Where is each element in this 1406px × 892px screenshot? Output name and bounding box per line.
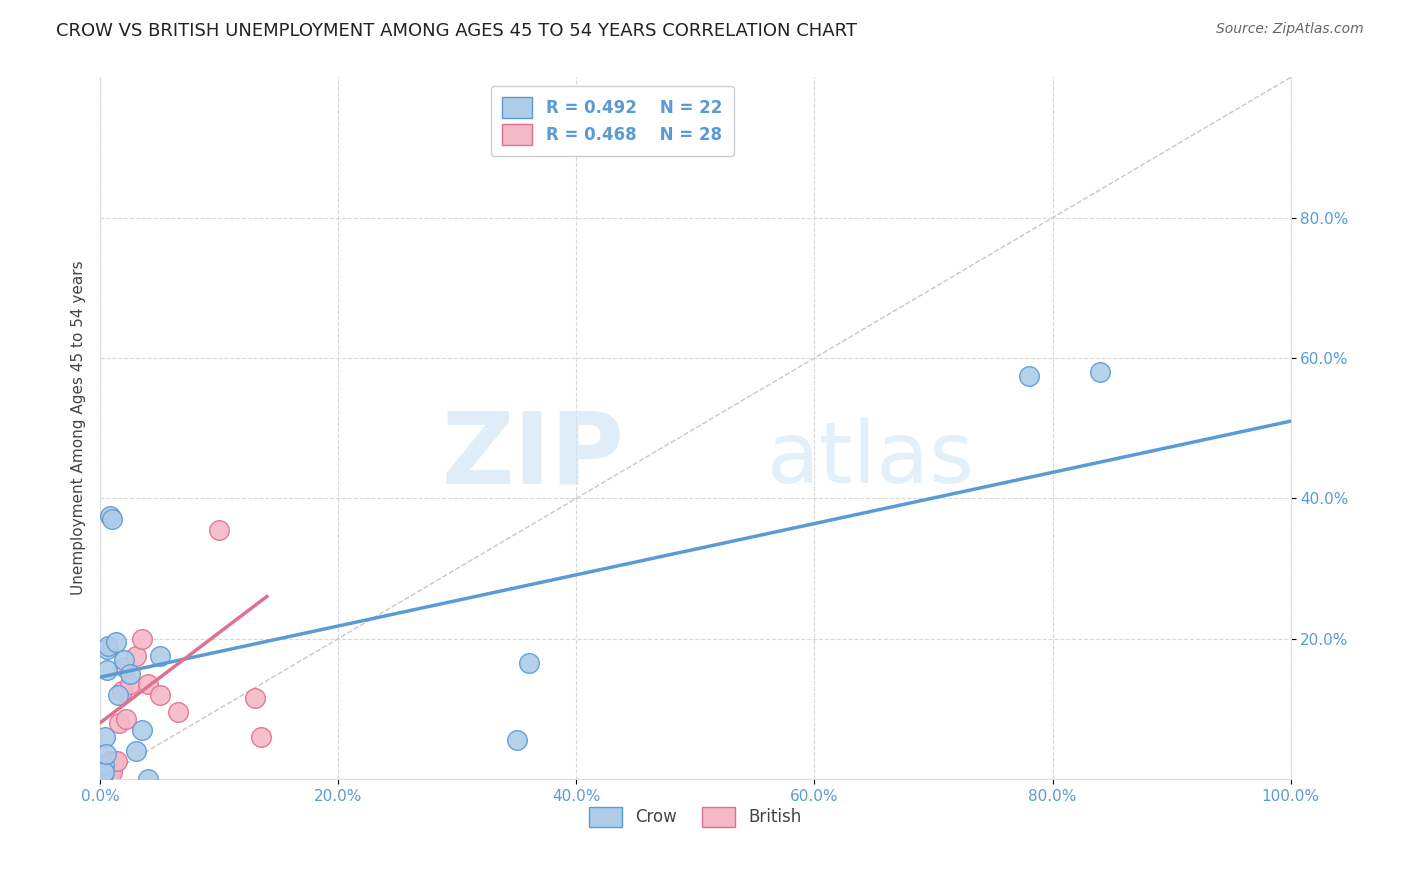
Point (98, 508, 121, 523)
Point (1088, 365, 1111, 379)
Point (131, 723, 153, 737)
Point (91, 768, 114, 782)
Point (94, 747, 117, 762)
Point (98, 764, 121, 779)
Point (93, 764, 115, 779)
Point (517, 656, 540, 670)
Point (136, 772, 159, 786)
Text: CROW VS BRITISH UNEMPLOYMENT AMONG AGES 45 TO 54 YEARS CORRELATION CHART: CROW VS BRITISH UNEMPLOYMENT AMONG AGES … (56, 22, 858, 40)
Point (118, 666, 141, 681)
Point (96, 642, 118, 657)
Point (506, 733, 529, 747)
Point (94, 764, 117, 779)
Point (131, 632, 153, 646)
Point (115, 712, 138, 726)
Point (98, 755, 121, 769)
Point (112, 659, 135, 673)
Point (94, 768, 117, 782)
Point (250, 730, 273, 744)
Point (96, 663, 118, 677)
Point (93, 770, 115, 784)
Point (93, 768, 115, 782)
Point (90, 770, 112, 784)
Point (166, 706, 188, 720)
Point (208, 523, 231, 537)
Point (96, 761, 118, 775)
Point (125, 649, 148, 664)
Point (136, 677, 159, 691)
Point (91, 768, 114, 782)
Point (94, 730, 117, 744)
Point (93, 757, 115, 772)
Point (97, 764, 120, 779)
Point (94, 770, 117, 784)
Point (103, 755, 125, 769)
Point (100, 761, 122, 775)
Point (104, 635, 127, 649)
Point (101, 512, 124, 526)
Text: atlas: atlas (766, 418, 974, 501)
Point (97, 639, 120, 653)
Point (1018, 368, 1040, 383)
Point (101, 764, 124, 779)
Point (112, 653, 135, 667)
Point (105, 755, 128, 769)
Point (110, 684, 132, 698)
Point (118, 677, 141, 691)
Text: Source: ZipAtlas.com: Source: ZipAtlas.com (1216, 22, 1364, 37)
Y-axis label: Unemployment Among Ages 45 to 54 years: Unemployment Among Ages 45 to 54 years (72, 260, 86, 596)
Point (107, 688, 129, 702)
Point (149, 649, 172, 664)
Point (125, 744, 148, 758)
Point (108, 715, 131, 730)
Point (243, 691, 266, 706)
Point (149, 688, 172, 702)
Legend: Crow, British: Crow, British (582, 800, 808, 834)
Text: ZIP: ZIP (441, 408, 624, 505)
